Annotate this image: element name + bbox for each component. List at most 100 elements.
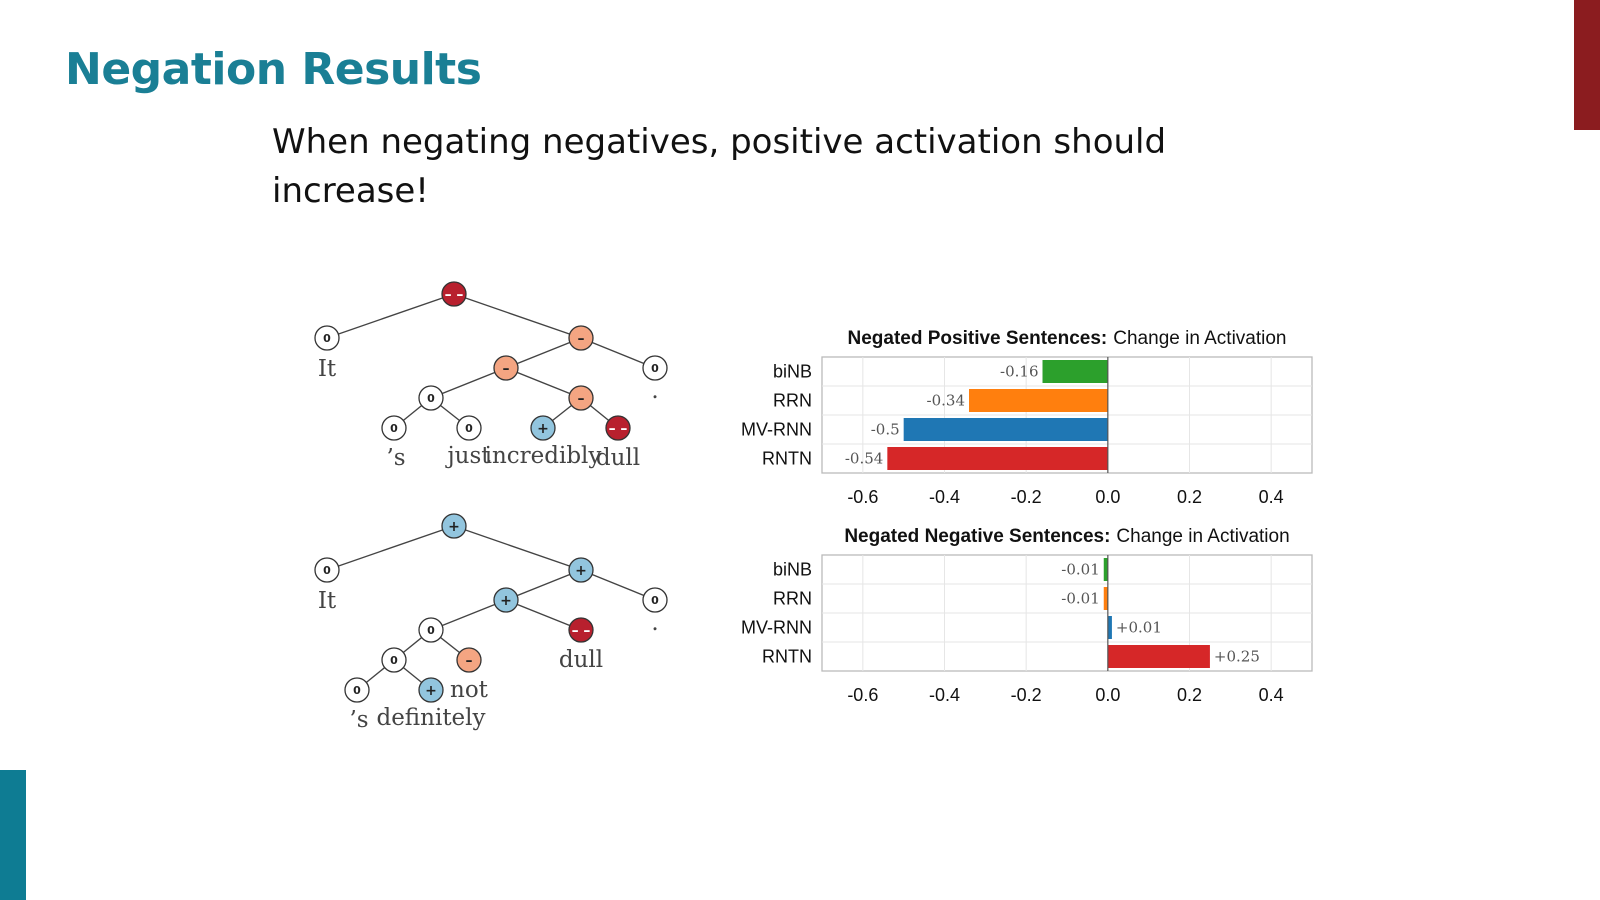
tree-node: 0 <box>381 415 407 441</box>
bar-value-label: -0.5 <box>871 421 900 439</box>
tree-node: 0 <box>418 617 444 643</box>
x-tick-label: -0.6 <box>847 487 878 507</box>
tree-word: It <box>318 356 337 382</box>
category-label: RRN <box>773 391 812 411</box>
tree-word: ’s <box>349 707 368 733</box>
node-symbol: 0 <box>353 684 361 697</box>
node-symbol: – – <box>445 287 464 303</box>
bar-value-label: +0.01 <box>1116 619 1162 637</box>
tree-edge <box>453 293 582 339</box>
tree-node: 0 <box>314 325 340 351</box>
tree-node: – <box>493 355 519 381</box>
tree-edge <box>430 367 507 399</box>
x-tick-label: -0.4 <box>929 487 960 507</box>
node-symbol: – <box>578 331 585 347</box>
tree-edge <box>505 599 582 631</box>
tree-word: . <box>651 378 658 404</box>
tree-node: 0 <box>381 647 407 673</box>
tree-node: – <box>568 385 594 411</box>
tree-node: + <box>441 513 467 539</box>
tree-node: 0 <box>456 415 482 441</box>
tree-word: ’s <box>386 445 405 471</box>
parse-tree-1: – – 0 It – – 0. 0 – 0 ’s 0 just + incredibly – – dull <box>314 281 668 471</box>
tree-node: – – <box>441 281 467 307</box>
bar-rntn <box>887 447 1108 470</box>
bar-value-label: -0.01 <box>1061 590 1099 608</box>
bar-binb <box>1042 360 1108 383</box>
tree-node: 0 <box>344 677 370 703</box>
category-label: MV-RNN <box>741 420 812 440</box>
tree-word: not <box>450 677 489 703</box>
bar-mv-rnn <box>1107 616 1112 639</box>
node-symbol: – – <box>609 421 628 437</box>
tree-edge <box>326 293 455 339</box>
x-tick-label: 0.4 <box>1259 685 1284 705</box>
tree-word: definitely <box>376 705 485 731</box>
x-tick-label: -0.2 <box>1011 487 1042 507</box>
bar-rntn <box>1107 645 1210 668</box>
node-symbol: 0 <box>651 362 659 375</box>
tree-node: + <box>530 415 556 441</box>
node-symbol: 0 <box>427 392 435 405</box>
tree-node: – <box>456 647 482 673</box>
tree-word: dull <box>596 445 640 471</box>
tree-node: 0 <box>314 557 340 583</box>
tree-edge <box>580 337 656 369</box>
x-tick-label: 0.4 <box>1259 487 1284 507</box>
bar-value-label: -0.34 <box>927 392 965 410</box>
tree-edge <box>505 337 582 369</box>
tree-node: – – <box>605 415 631 441</box>
chart-title: Negated Negative Sentences: Change in Act… <box>844 526 1289 547</box>
bar-mv-rnn <box>903 418 1108 441</box>
tree-edge <box>326 525 455 571</box>
x-tick-label: -0.2 <box>1011 685 1042 705</box>
tree-node: – <box>568 325 594 351</box>
activation-charts: Negated Positive Sentences: Change in Act… <box>741 328 1313 705</box>
tree-word: incredibly <box>485 443 602 469</box>
node-symbol: – – <box>572 623 591 639</box>
node-symbol: 0 <box>427 624 435 637</box>
tree-node: 0 <box>642 355 668 381</box>
parse-tree-2: +0 It + + 0. 0 – – dull 0 – not 0 ’s + definitely <box>314 513 668 733</box>
tree-node: 0 <box>418 385 444 411</box>
tree-node: + <box>418 677 444 703</box>
chart-2: Negated Negative Sentences: Change in Act… <box>741 526 1313 705</box>
slide-title: Negation Results <box>65 44 482 95</box>
tree-node: + <box>493 587 519 613</box>
tree-edge <box>580 569 656 601</box>
node-symbol: – <box>578 391 585 407</box>
category-label: biNB <box>773 560 812 580</box>
chart-title: Negated Positive Sentences: Change in Act… <box>848 328 1287 349</box>
node-symbol: – <box>466 653 473 669</box>
node-symbol: + <box>448 519 460 535</box>
node-symbol: + <box>500 593 512 609</box>
category-label: RRN <box>773 589 812 609</box>
node-symbol: 0 <box>651 594 659 607</box>
tree-edge <box>430 599 507 631</box>
node-symbol: 0 <box>390 654 398 667</box>
bar-binb <box>1103 558 1108 581</box>
node-symbol: 0 <box>323 564 331 577</box>
tree-edge <box>453 525 582 571</box>
node-symbol: + <box>575 563 587 579</box>
node-symbol: + <box>537 421 549 437</box>
category-label: RNTN <box>762 647 812 667</box>
node-symbol: + <box>425 683 437 699</box>
tree-word: . <box>651 610 658 636</box>
x-tick-label: 0.0 <box>1095 487 1120 507</box>
x-tick-label: 0.0 <box>1095 685 1120 705</box>
category-label: MV-RNN <box>741 618 812 638</box>
accent-bar-bottom <box>0 770 26 900</box>
parse-trees: – – 0 It – – 0. 0 – 0 ’s 0 just + incredibly – – dull +0… <box>314 281 668 733</box>
tree-edge <box>505 569 582 601</box>
x-tick-label: -0.4 <box>929 685 960 705</box>
tree-edge <box>505 367 582 399</box>
accent-bar-top <box>1574 0 1600 130</box>
category-label: RNTN <box>762 449 812 469</box>
tree-word: dull <box>559 647 603 673</box>
x-tick-label: 0.2 <box>1177 685 1202 705</box>
x-tick-label: 0.2 <box>1177 487 1202 507</box>
tree-word: just <box>445 443 492 469</box>
node-symbol: 0 <box>465 422 473 435</box>
slide-body-text: When negating negatives, positive activa… <box>272 122 1167 211</box>
